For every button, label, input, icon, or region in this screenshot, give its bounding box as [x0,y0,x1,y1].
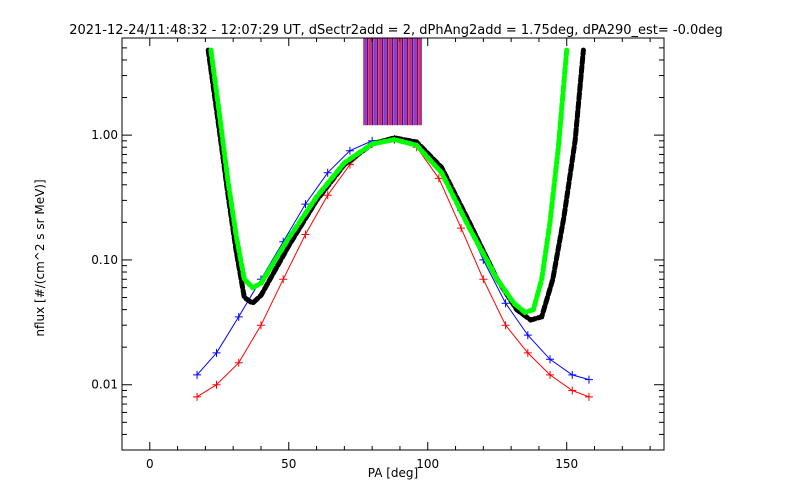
series-red-point [546,370,555,379]
plot-marks [193,38,593,401]
series-blue-point [568,370,577,379]
x-tick-label: 100 [416,457,439,471]
series-red-point [301,230,310,239]
x-tick-label: 150 [555,457,578,471]
series-blue-point [212,348,221,357]
series-blue-point [323,168,332,177]
series-blue-point [546,355,555,364]
x-tick-label: 0 [146,457,154,471]
series-blue-point [584,375,593,384]
series-blue-point [301,200,310,209]
chart-title: 2021-12-24/11:48:32 - 12:07:29 UT, dSect… [69,23,723,38]
series-blue-point [193,370,202,379]
y-tick-label: 0.01 [91,378,118,392]
series-blue-point [234,312,243,321]
series-red-point [523,348,532,357]
series-red-point [457,224,466,233]
series-red-line [196,139,590,398]
x-tick-label: 50 [281,457,296,471]
series-red-point [501,321,510,330]
x-axis: 0 50 100 150 [146,38,651,471]
series-red-point [568,386,577,395]
series-red-point [193,392,202,401]
series-blue-point [345,146,354,155]
series-blue-point [501,299,510,308]
y-tick-label: 0.10 [91,253,118,267]
y-axis: 0.01 0.10 1.00 [91,37,664,451]
series-red-point [234,358,243,367]
series-red-point [479,275,488,284]
plot-frame [121,37,665,451]
series-red-point [279,275,288,284]
series-red-point [212,380,221,389]
series-blue-line [196,138,590,381]
series-red-point [323,191,332,200]
y-axis-label: nflux [#/(cm^2 s sr MeV)] [33,179,47,336]
series-blue-point [523,331,532,340]
x-axis-label: PA [deg] [368,466,418,480]
series-red-point [434,174,443,183]
series-red-point [256,321,265,330]
series-green-line [208,47,570,316]
y-tick-label: 1.00 [91,128,118,142]
series-red-point [584,392,593,401]
